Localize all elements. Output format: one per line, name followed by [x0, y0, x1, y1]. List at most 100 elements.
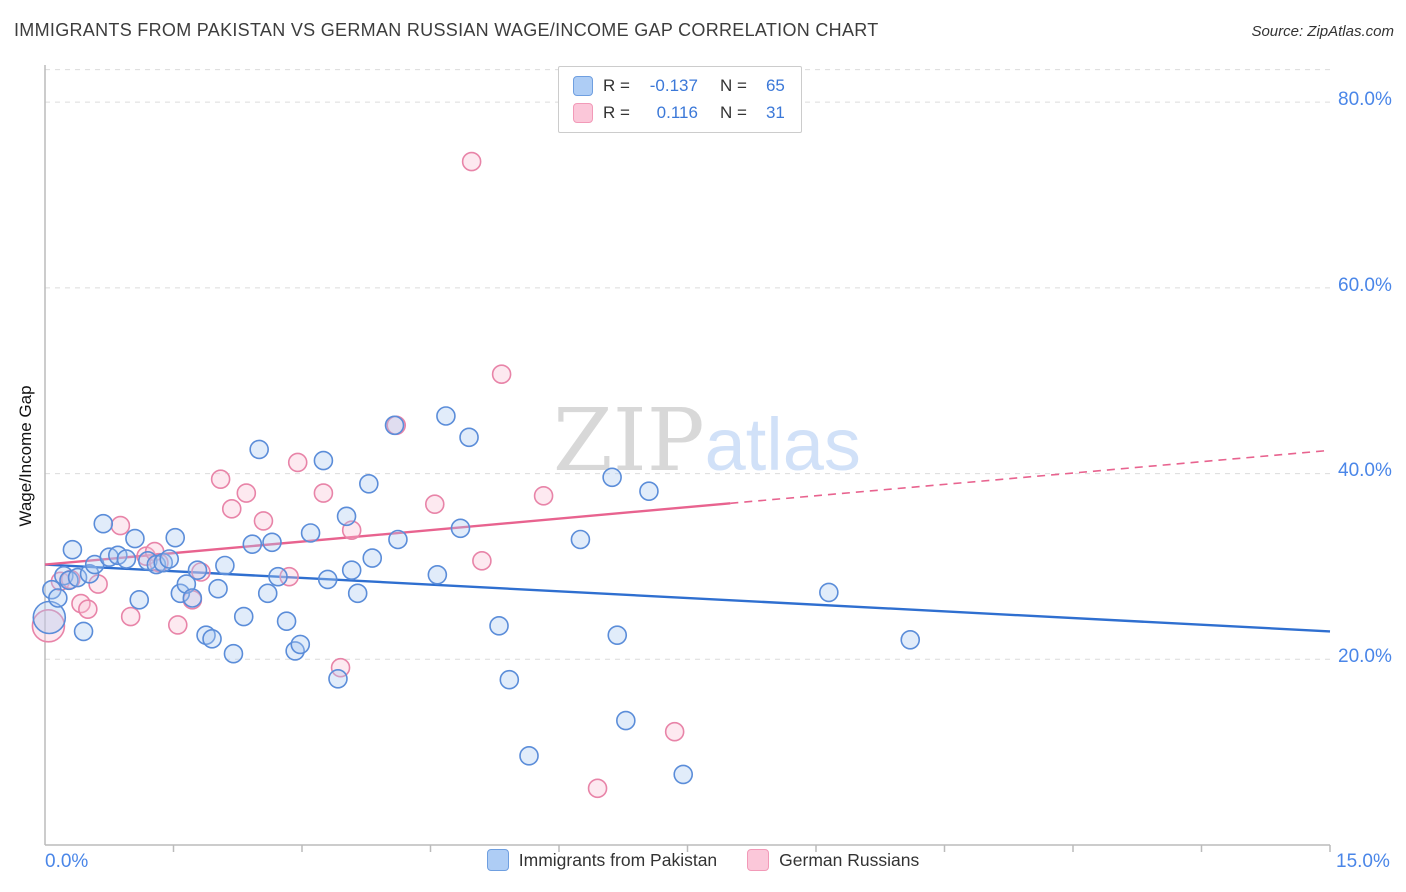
data-point: [347, 583, 368, 604]
data-point: [384, 415, 405, 436]
data-point: [607, 625, 628, 645]
data-point: [253, 511, 274, 531]
trend-line: [730, 449, 1331, 505]
data-point: [78, 599, 98, 619]
data-point: [300, 523, 321, 543]
stats-row-pakistan: R = -0.137 N = 65: [573, 76, 785, 96]
data-point: [262, 532, 282, 553]
x-tick-label-max: 15.0%: [1336, 851, 1390, 872]
data-point: [165, 527, 186, 548]
data-point: [159, 549, 180, 569]
data-point: [279, 566, 299, 587]
series-legend: Immigrants from Pakistan German Russians: [0, 849, 1406, 871]
data-point: [336, 506, 357, 527]
data-point: [110, 515, 131, 536]
data-point: [215, 555, 235, 576]
data-point: [472, 551, 492, 571]
n-label: N =: [719, 76, 747, 95]
data-point: [167, 615, 188, 635]
data-point: [79, 564, 100, 584]
data-point: [602, 467, 622, 488]
data-point: [242, 534, 263, 554]
data-point: [519, 746, 539, 766]
blue-series-swatch-icon: [573, 76, 593, 96]
data-point: [257, 583, 278, 604]
stats-row-german-russian: R = 0.116 N = 31: [573, 103, 785, 123]
y-tick-label-80: 80.0%: [1338, 89, 1392, 110]
data-point: [491, 364, 512, 385]
data-point: [587, 778, 608, 799]
data-point: [236, 483, 257, 503]
data-point: [900, 629, 921, 650]
data-point: [48, 588, 68, 608]
data-point: [616, 710, 636, 731]
x-tick-label-min: 0.0%: [45, 851, 89, 872]
data-point: [67, 567, 88, 588]
n-value-german-russian: 31: [765, 103, 785, 122]
data-point: [341, 560, 362, 580]
data-point: [223, 643, 244, 664]
data-point: [125, 528, 145, 549]
data-point: [459, 427, 479, 448]
chart-title: IMMIGRANTS FROM PAKISTAN VS GERMAN RUSSI…: [14, 20, 879, 40]
pink-series-swatch-icon: [573, 103, 593, 123]
data-point: [182, 588, 203, 608]
data-point: [221, 499, 242, 519]
data-point: [287, 452, 308, 473]
data-point: [31, 609, 66, 643]
data-point: [499, 669, 520, 690]
legend-item-german-russian: German Russians: [747, 849, 919, 871]
data-point: [249, 439, 269, 460]
y-tick-label-20: 20.0%: [1338, 646, 1392, 667]
data-point: [276, 611, 297, 632]
legend-item-pakistan: Immigrants from Pakistan: [486, 849, 718, 871]
data-point: [436, 406, 456, 426]
data-point: [208, 578, 228, 599]
data-point: [673, 764, 694, 785]
data-point: [489, 616, 509, 636]
data-point: [290, 634, 311, 655]
data-point: [362, 548, 383, 568]
data-point: [120, 606, 141, 627]
stats-legend: R = -0.137 N = 65 R = 0.116 N = 31: [558, 66, 802, 133]
data-point: [388, 529, 408, 550]
blue-series-swatch-icon: [486, 849, 509, 871]
data-point: [424, 494, 445, 515]
data-point: [93, 513, 114, 534]
data-point: [461, 151, 482, 172]
data-point: [450, 518, 471, 539]
trend-line: [44, 563, 1331, 633]
zipatlas-watermark: ZIPatlas: [553, 391, 861, 491]
data-point: [202, 629, 222, 649]
data-point: [570, 529, 591, 550]
data-point: [233, 606, 254, 627]
data-point: [313, 483, 334, 503]
r-value-german-russian: 0.116: [656, 103, 698, 122]
data-point: [639, 481, 659, 502]
data-point: [187, 560, 208, 580]
r-label: R =: [603, 103, 630, 122]
data-point: [129, 590, 150, 610]
data-point: [268, 566, 288, 587]
data-point: [73, 621, 94, 642]
data-point: [359, 473, 379, 494]
legend-label-pakistan: Immigrants from Pakistan: [518, 849, 718, 870]
y-tick-label-60: 60.0%: [1338, 275, 1392, 296]
data-point: [62, 539, 83, 560]
n-label: N =: [719, 103, 747, 122]
data-point: [210, 469, 231, 489]
data-point: [664, 721, 685, 742]
pink-series-swatch-icon: [747, 849, 770, 871]
r-value-pakistan: -0.137: [649, 76, 698, 95]
data-point: [317, 569, 338, 590]
data-point: [427, 564, 448, 585]
data-point: [116, 549, 137, 569]
data-point: [819, 582, 839, 603]
data-point: [533, 486, 554, 506]
n-value-pakistan: 65: [765, 76, 785, 95]
data-point: [328, 668, 348, 689]
data-point: [313, 450, 334, 471]
source-attribution: Source: ZipAtlas.com: [1251, 23, 1394, 40]
r-label: R =: [603, 76, 630, 95]
